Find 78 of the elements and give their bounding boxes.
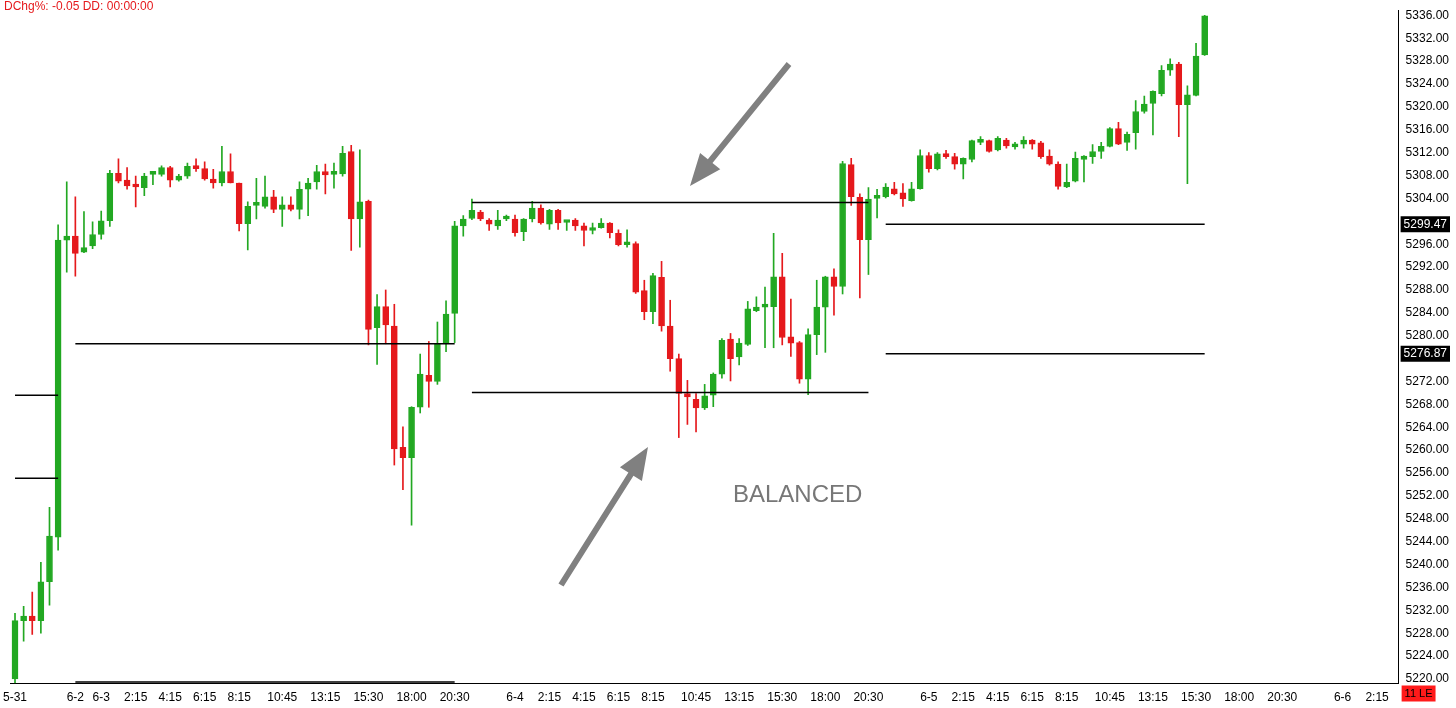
x-tick-label: 18:00 — [1224, 690, 1255, 705]
x-tick-label: 15:30 — [767, 690, 798, 705]
x-tick-label: 2:15 — [124, 690, 148, 705]
y-tick-label: 5288.00 — [1405, 282, 1450, 297]
x-tick-label: 8:15 — [641, 690, 665, 705]
candlestick — [63, 181, 71, 273]
candlestick — [830, 268, 838, 316]
x-tick-label: 6:15 — [1020, 690, 1045, 705]
x-tick-label: 6:15 — [192, 690, 217, 705]
x-tick-label: 2:15 — [1365, 690, 1390, 705]
y-tick-label: 5260.00 — [1405, 442, 1450, 457]
text: 5276.87 — [1403, 345, 1448, 360]
x-tick-label: 2:15 — [537, 690, 562, 705]
y-tick-label: 5312.00 — [1405, 144, 1450, 159]
y-tick-label: 5304.00 — [1405, 190, 1450, 205]
y-tick-label: 5316.00 — [1405, 122, 1450, 137]
y-tick-label: 5232.00 — [1405, 602, 1450, 617]
x-tick-label: 4:15 — [572, 690, 596, 705]
x-tick-label: 13:15 — [724, 690, 755, 705]
y-tick-label: 5272.00 — [1405, 373, 1450, 388]
x-tick-label: 2:15 — [951, 690, 976, 705]
x-tick-label: 15:30 — [353, 690, 384, 705]
x-tick-label: 4:15 — [158, 690, 183, 705]
x-tick-label: 6-4 — [506, 690, 524, 705]
candlestick — [28, 591, 36, 635]
y-tick-label: 5252.00 — [1405, 488, 1450, 503]
y-tick-label: 5248.00 — [1405, 511, 1450, 526]
candlestick — [873, 188, 881, 219]
x-tick-label: 13:15 — [310, 690, 341, 705]
y-tick-label: 5284.00 — [1405, 305, 1450, 320]
y-tick-label: 5256.00 — [1405, 465, 1450, 480]
x-tick-label: 18:00 — [810, 690, 841, 705]
x-tick-label: 6-3 — [92, 690, 111, 705]
x-tick-label: 10:45 — [267, 690, 298, 705]
annotation: DChg%: -0.05 DD: 00:00:00 — [4, 0, 154, 14]
x-tick-label: 6-6 — [1333, 690, 1352, 705]
candlestick — [563, 219, 571, 231]
x-tick-label: 13:15 — [1137, 690, 1169, 705]
y-tick-label: 5268.00 — [1405, 396, 1450, 411]
candlestick — [330, 162, 338, 189]
y-tick-label: 5296.00 — [1405, 236, 1450, 251]
x-tick-label: 10:45 — [681, 690, 712, 705]
annotation: BALANCED — [732, 479, 863, 507]
x-tick-label: 6-5 — [920, 690, 938, 705]
y-tick-label: 5324.00 — [1405, 76, 1450, 91]
x-tick-label: 4:15 — [986, 690, 1010, 705]
x-tick-label: 18:00 — [396, 690, 427, 705]
text: 11 LE — [1404, 686, 1433, 699]
y-tick-label: 5336.00 — [1405, 7, 1450, 22]
x-tick-label: 6-2 — [66, 690, 85, 705]
y-tick-label: 5280.00 — [1405, 328, 1450, 343]
x-tick-label: 20:30 — [853, 690, 884, 705]
x-tick-label: 6:15 — [606, 690, 631, 705]
y-tick-label: 5328.00 — [1405, 53, 1450, 68]
x-tick-label: 5-31 — [2, 690, 28, 705]
y-tick-label: 5228.00 — [1405, 625, 1450, 640]
x-tick-label: 8:15 — [227, 690, 252, 705]
x-tick-label: 10:45 — [1094, 690, 1126, 705]
candlestick — [278, 196, 286, 227]
x-tick-label: 20:30 — [439, 690, 470, 705]
y-tick-label: 5236.00 — [1405, 579, 1450, 594]
y-tick-label: 5264.00 — [1405, 419, 1450, 434]
candlestick — [149, 171, 157, 186]
candlestick — [80, 211, 88, 254]
candlestick — [1063, 163, 1071, 188]
x-tick-label: 20:30 — [1267, 690, 1298, 705]
x-tick-label: 8:15 — [1055, 690, 1079, 705]
x-tick-label: 15:30 — [1181, 690, 1212, 705]
y-tick-label: 5320.00 — [1405, 99, 1450, 114]
y-tick-label: 5240.00 — [1405, 556, 1450, 571]
candlestick — [425, 341, 433, 408]
y-tick-label: 5244.00 — [1405, 534, 1450, 549]
y-tick-label: 5224.00 — [1405, 648, 1450, 663]
y-tick-label: 5220.00 — [1405, 671, 1450, 686]
y-tick-label: 5308.00 — [1405, 167, 1450, 182]
y-tick-label: 5292.00 — [1405, 259, 1450, 274]
y-tick-label: 5332.00 — [1405, 30, 1450, 45]
text: 5299.47 — [1403, 216, 1448, 231]
